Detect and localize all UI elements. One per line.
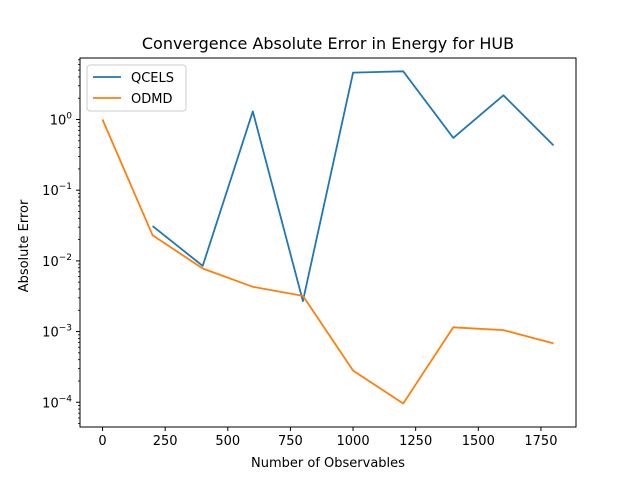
x-tick-label: 750 — [278, 434, 303, 449]
plot-area — [101, 70, 555, 405]
series-line-qcels — [152, 70, 555, 303]
x-tick-label: 500 — [215, 434, 240, 449]
x-tick-label: 250 — [153, 434, 178, 449]
plot-frame — [79, 57, 577, 428]
y-tick-label: 100 — [50, 112, 73, 129]
x-axis: 0 250 500 750 1000 1250 1500 1750 — [98, 427, 557, 449]
x-tick-label: 1500 — [462, 434, 495, 449]
legend-label: ODMD — [131, 92, 172, 107]
series-line-odmd — [101, 119, 554, 405]
x-tick-label: 1750 — [524, 434, 557, 449]
y-tick-label: 10−2 — [42, 253, 72, 270]
y-tick-label: 10−1 — [42, 182, 72, 199]
x-tick-label: 1250 — [399, 434, 432, 449]
y-tick-label: 10−3 — [42, 324, 72, 341]
x-tick-label: 0 — [98, 434, 106, 449]
legend: QCELS ODMD — [86, 64, 187, 112]
x-axis-label: Number of Observables — [251, 456, 405, 471]
y-axis: 10−4 10−3 10−2 10−1 100 — [42, 59, 80, 424]
chart-title: Convergence Absolute Error in Energy for… — [142, 34, 514, 53]
y-tick-label: 10−4 — [42, 394, 72, 411]
legend-label: QCELS — [131, 71, 174, 86]
x-tick-label: 1000 — [337, 434, 370, 449]
y-axis-label: Absolute Error — [17, 199, 32, 292]
